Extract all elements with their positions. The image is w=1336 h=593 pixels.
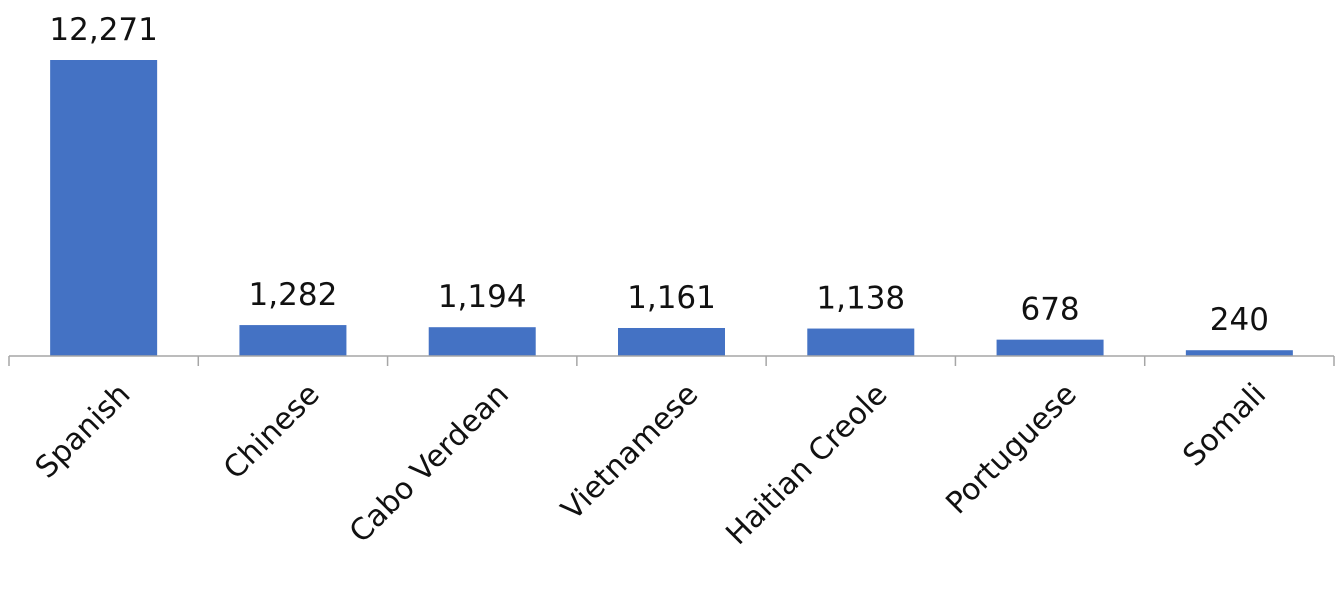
data-label: 1,194 xyxy=(438,279,527,315)
data-label: 1,282 xyxy=(249,277,338,313)
data-label: 678 xyxy=(1020,292,1079,328)
labels-layer: 12,271 Spanish 1,282 Chinese 1,194 Cabo Verde… xyxy=(29,12,1273,552)
bar xyxy=(239,325,347,356)
bar xyxy=(50,60,158,356)
x-tick-label: Portuguese xyxy=(939,377,1083,521)
x-tick-label: Haitian Creole xyxy=(719,377,894,552)
data-label: 12,271 xyxy=(49,12,157,48)
x-axis xyxy=(8,355,1335,366)
data-label: 1,161 xyxy=(627,280,716,316)
data-label: 1,138 xyxy=(816,281,905,317)
bar xyxy=(618,327,725,356)
bar xyxy=(807,328,915,356)
x-tick-label: Spanish xyxy=(29,377,138,486)
bars-layer xyxy=(50,60,1293,356)
data-label: 240 xyxy=(1210,302,1269,338)
bar xyxy=(428,327,536,356)
bar xyxy=(1185,350,1293,356)
x-tick-label: Vietnamese xyxy=(555,377,705,527)
x-tick-label: Cabo Verdean xyxy=(343,377,516,550)
bar xyxy=(996,339,1104,356)
x-tick-label: Somali xyxy=(1176,377,1273,474)
x-tick-label: Chinese xyxy=(217,377,327,487)
